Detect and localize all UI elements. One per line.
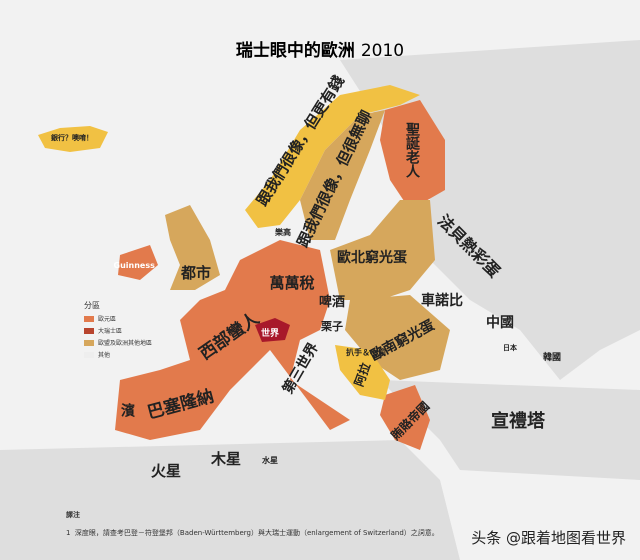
map-label: 銀行？噢唷！ xyxy=(51,134,93,142)
map-label: 濱 xyxy=(119,403,135,417)
title-text: 瑞士眼中的歐洲 xyxy=(235,41,355,61)
eurozone-west xyxy=(115,240,350,440)
legend-swatch xyxy=(84,315,94,322)
legend-title: 分區 xyxy=(84,301,100,310)
map-label: 火星 xyxy=(151,461,182,480)
legend-item: 大瑞士區 xyxy=(84,326,152,335)
ireland xyxy=(118,245,158,280)
greece xyxy=(380,385,430,450)
legend-label: 其他 xyxy=(98,352,111,359)
map-label: 韓國 xyxy=(543,352,562,363)
map-label: 水星 xyxy=(262,455,278,465)
map-label: 車諾比 xyxy=(421,293,463,309)
watermark: 头条 @跟着地图看世界 xyxy=(471,529,626,547)
legend-item: 其他 xyxy=(84,350,152,359)
map-label: 萬萬稅 xyxy=(269,273,315,292)
norway xyxy=(245,85,420,228)
switzerland xyxy=(255,318,290,342)
legend-label: 大瑞士區 xyxy=(98,328,123,335)
map-label: 宣禮塔 xyxy=(491,411,545,432)
map-label: 都市 xyxy=(181,263,212,282)
map-label: 扒手＆小偷 xyxy=(346,347,386,357)
uk xyxy=(165,205,220,290)
iceland xyxy=(38,126,108,152)
footnote-text: 深度眼，請查考巴登－符登堡邦（Baden-Württemberg）與大瑞士運動（… xyxy=(74,529,439,537)
map-label: 木星 xyxy=(211,449,242,468)
legend-label: 歐元區 xyxy=(98,316,117,323)
footnote-heading: 譯注 xyxy=(66,511,80,519)
map-label: 樂高 xyxy=(275,227,291,237)
legend-item: 歐元區 xyxy=(84,314,152,323)
land-other xyxy=(0,40,640,560)
map-label: 中國 xyxy=(486,315,514,331)
legend-swatch xyxy=(84,351,94,358)
map-label: 栗子 xyxy=(321,320,343,333)
footnote-number: 1 xyxy=(66,529,71,537)
footnote: 譯注 1 深度眼，請查考巴登－符登堡邦（Baden-Württemberg）與大… xyxy=(66,510,626,538)
title: 瑞士眼中的歐洲 2010 xyxy=(0,36,640,61)
map-label: 啤酒 xyxy=(319,294,346,310)
title-year: 2010 xyxy=(360,41,405,61)
balkans xyxy=(335,345,390,400)
legend-label: 歐盟及歐洲其他地區 xyxy=(98,340,153,347)
map-label: 日本 xyxy=(503,344,517,352)
legend: 分區 歐元區大瑞士區歐盟及歐洲其他地區 其他 xyxy=(84,300,152,359)
map-label: 世界 xyxy=(261,328,280,339)
legend-swatch xyxy=(84,339,94,346)
finland xyxy=(380,100,445,210)
legend-item: 歐盟及歐洲其他地區 xyxy=(84,338,152,347)
baltic-east xyxy=(330,200,450,380)
map-label: 聖誕老人 xyxy=(404,122,420,178)
map-label: 歐北窮光蛋 xyxy=(337,250,407,266)
legend-swatch xyxy=(84,327,94,334)
sweden xyxy=(300,110,385,240)
map-label: Guinness xyxy=(113,260,155,270)
